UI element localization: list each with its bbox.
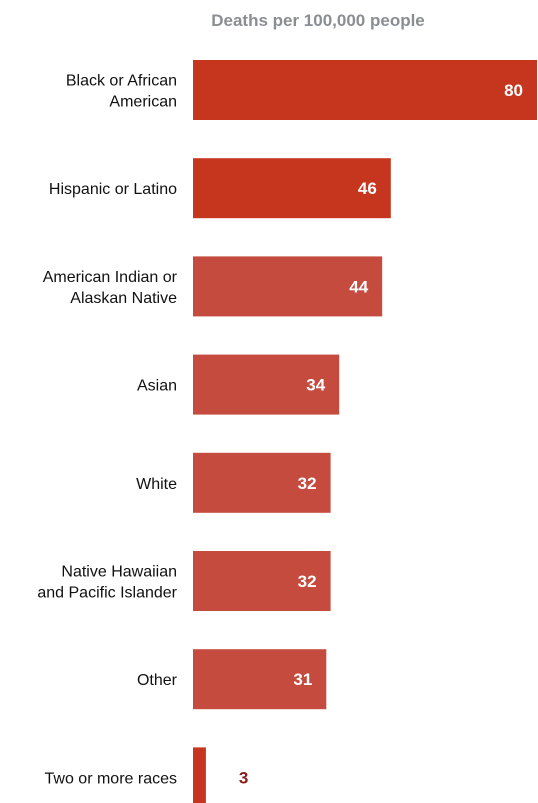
bar	[193, 747, 206, 803]
bar	[193, 551, 331, 611]
bar	[193, 354, 340, 415]
value-label: 34	[306, 376, 325, 395]
category-label: Asian	[137, 378, 177, 395]
value-label: 32	[298, 572, 317, 591]
value-label: 80	[504, 81, 523, 100]
value-label: 3	[239, 768, 248, 787]
category-label: American Indian or Alaskan Native	[43, 269, 178, 307]
category-label: Two or more races	[45, 770, 177, 787]
bar	[193, 452, 331, 513]
value-label: 31	[293, 670, 312, 689]
bars-group: Black or African American 80 Hispanic or La…	[37, 60, 537, 803]
category-label: Other	[137, 672, 178, 689]
value-label: 44	[349, 277, 368, 296]
category-label: Native Hawaiian and Pacific Islander	[37, 564, 177, 602]
chart-title: Deaths per 100,000 people	[211, 11, 425, 30]
bar	[193, 649, 327, 710]
category-label: Black or African American	[66, 73, 177, 111]
category-label: White	[136, 476, 177, 493]
value-label: 46	[358, 179, 377, 198]
value-label: 32	[298, 474, 317, 493]
category-label: Hispanic or Latino	[49, 181, 177, 198]
bar	[193, 158, 391, 219]
bar	[193, 256, 383, 317]
bar	[193, 60, 537, 120]
